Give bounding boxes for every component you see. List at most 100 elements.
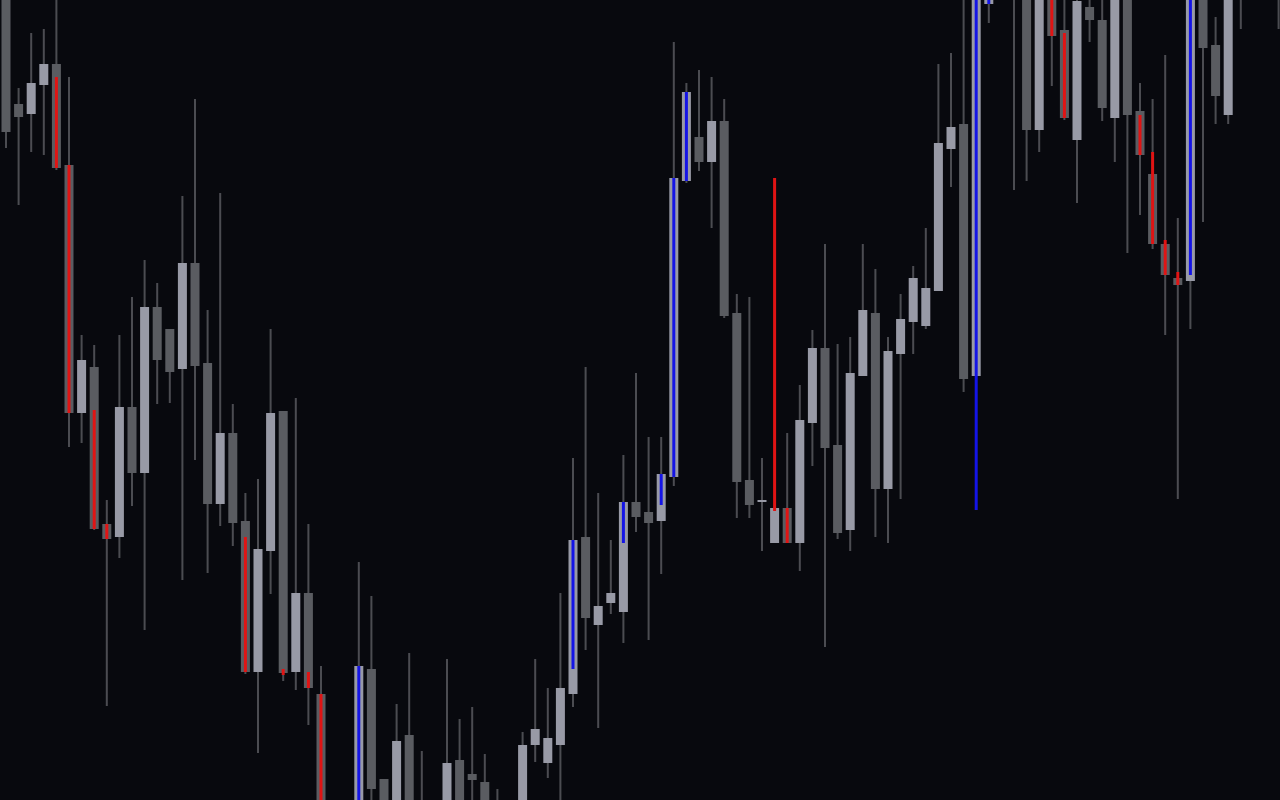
candle-body-bull	[530, 729, 540, 745]
candle-body-bear	[631, 502, 641, 517]
red-marker	[243, 537, 247, 672]
candle	[240, 493, 250, 674]
candle-body-bull	[392, 741, 402, 800]
candle-body-bear	[732, 313, 742, 482]
red-marker	[306, 672, 310, 688]
candle	[896, 294, 906, 499]
candle-body-bear	[870, 313, 880, 489]
candle-wick	[546, 688, 549, 778]
candle-wick	[924, 228, 927, 329]
candle-wick	[1050, 0, 1053, 86]
candle	[845, 337, 855, 551]
candle-body-bear	[644, 512, 654, 523]
candle	[833, 344, 843, 539]
candle	[644, 437, 654, 640]
red-marker	[67, 165, 71, 413]
candle-wick	[950, 53, 952, 187]
candle-body-bear	[694, 137, 704, 162]
candle	[707, 77, 717, 228]
candle-body-bull	[1072, 1, 1082, 140]
candle-wick	[294, 398, 297, 690]
candle-body-bull	[77, 360, 87, 413]
candle	[656, 437, 666, 574]
candle	[795, 385, 805, 571]
candle-wick	[786, 433, 789, 543]
candle	[543, 688, 553, 778]
candle	[316, 666, 326, 800]
candle-body-bear	[719, 121, 729, 316]
candle-wick	[17, 88, 20, 205]
candle-body-bear	[190, 263, 200, 366]
candle	[190, 99, 200, 460]
candle-body-bear	[833, 445, 843, 533]
candle-body-bull	[795, 420, 805, 543]
candle-body-bull	[933, 143, 943, 291]
candle	[681, 83, 691, 183]
candle-wick	[635, 373, 637, 532]
red-marker	[1050, 0, 1054, 36]
candle	[496, 789, 499, 800]
candle-body-bull	[606, 593, 616, 603]
blue-marker	[357, 666, 361, 800]
candle-body-bull	[1110, 0, 1120, 118]
candle	[883, 337, 893, 543]
candle	[77, 335, 87, 443]
candle	[1, 0, 11, 148]
candle	[1135, 83, 1145, 215]
red-marker	[281, 669, 285, 675]
candle	[933, 64, 943, 291]
candle-body-bear	[1122, 0, 1132, 115]
red-marker	[785, 508, 789, 543]
candle-body-bull	[555, 688, 565, 745]
candle-body-bear	[1198, 0, 1208, 48]
candle-body-bear	[152, 307, 162, 360]
candle-body-bull	[858, 310, 868, 376]
candle	[64, 77, 74, 447]
candle	[1059, 0, 1069, 120]
candle	[770, 178, 780, 543]
candle-wick	[836, 344, 839, 539]
candle	[1013, 0, 1015, 190]
candle	[1198, 0, 1208, 222]
candle-body-bull	[707, 121, 717, 162]
candle-body-bull	[618, 502, 628, 612]
candle	[518, 732, 528, 800]
candle	[442, 659, 452, 800]
candle-body-bull	[896, 319, 906, 354]
candle-wick	[584, 367, 587, 650]
red-marker	[1163, 240, 1167, 275]
candle-body-bull	[291, 593, 301, 672]
candle	[921, 228, 931, 329]
candle-wick	[1202, 0, 1204, 222]
candle-body-bull	[921, 288, 931, 326]
candle-wick	[987, 0, 990, 23]
candle	[114, 335, 124, 558]
candle	[303, 524, 313, 725]
candle	[1097, 0, 1107, 121]
candle-body-bear	[203, 363, 213, 504]
candle-body-bear	[14, 104, 24, 117]
candle	[908, 266, 918, 354]
blue-marker	[621, 502, 625, 543]
candle-body-bull	[1223, 0, 1233, 115]
candle-body-bear	[127, 407, 137, 473]
candle-wick	[698, 70, 700, 171]
candle	[530, 659, 540, 762]
candle	[744, 297, 754, 518]
candle	[127, 297, 137, 506]
candle-body-bear	[744, 480, 754, 505]
candle-body-bull	[593, 606, 603, 625]
candle	[618, 455, 628, 643]
candle-body-bear	[1085, 7, 1095, 20]
candle-body-bull	[883, 351, 893, 489]
blue-marker	[684, 92, 688, 181]
candle-wick	[647, 437, 650, 640]
candle	[593, 493, 603, 728]
red-marker	[319, 694, 323, 800]
candle	[870, 269, 880, 537]
candle	[732, 294, 742, 518]
candle-wick	[496, 789, 499, 800]
candle	[354, 562, 364, 800]
candle-body-bull	[1034, 0, 1044, 130]
candle	[266, 329, 276, 594]
